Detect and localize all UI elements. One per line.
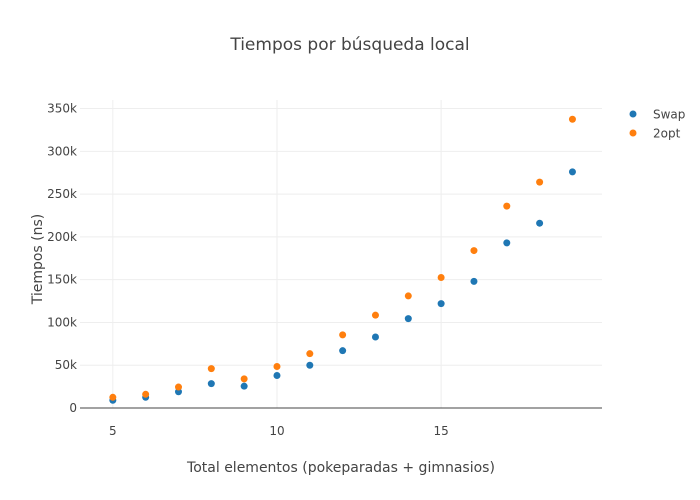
- data-point-2opt[interactable]: [503, 202, 511, 210]
- data-point-swap[interactable]: [339, 347, 347, 355]
- data-point-swap[interactable]: [536, 219, 544, 227]
- data-point-swap[interactable]: [207, 380, 215, 388]
- y-tick-label: 250k: [47, 187, 77, 201]
- data-point-swap[interactable]: [240, 382, 248, 390]
- legend-marker-2opt: [629, 129, 637, 137]
- data-point-2opt[interactable]: [306, 350, 314, 358]
- y-tick-label: 100k: [47, 315, 77, 329]
- x-tick-label: 5: [109, 424, 117, 438]
- data-points: [109, 115, 576, 404]
- data-point-swap[interactable]: [437, 300, 445, 308]
- data-point-swap[interactable]: [371, 333, 379, 341]
- data-point-2opt[interactable]: [404, 292, 412, 300]
- y-tick-label: 350k: [47, 102, 77, 116]
- data-point-2opt[interactable]: [339, 331, 347, 339]
- data-point-2opt[interactable]: [273, 363, 281, 371]
- data-point-2opt[interactable]: [536, 178, 544, 186]
- y-tick-label: 200k: [47, 230, 77, 244]
- data-point-2opt[interactable]: [142, 390, 150, 398]
- legend-marker-swap: [629, 110, 637, 118]
- legend-label-2opt: 2opt: [653, 127, 681, 141]
- data-point-2opt[interactable]: [207, 365, 215, 373]
- legend-item-swap[interactable]: Swap: [629, 108, 686, 122]
- data-point-2opt[interactable]: [109, 393, 117, 401]
- data-point-2opt[interactable]: [568, 115, 576, 123]
- x-axis-ticks: 5 10 15: [109, 424, 449, 438]
- x-axis-title: Total elementos (pokeparadas + gimnasios…: [186, 460, 495, 476]
- legend-label-swap: Swap: [653, 108, 685, 122]
- data-point-swap[interactable]: [470, 277, 478, 285]
- series-2opt: [109, 115, 576, 401]
- x-tick-label: 15: [433, 424, 448, 438]
- x-tick-label: 10: [269, 424, 284, 438]
- data-point-2opt[interactable]: [174, 383, 182, 391]
- data-point-swap[interactable]: [404, 315, 412, 323]
- y-tick-label: 0: [69, 401, 77, 415]
- chart-title: Tiempos por búsqueda local: [229, 35, 469, 55]
- legend-item-2opt[interactable]: 2opt: [629, 127, 681, 141]
- legend: Swap 2opt: [629, 108, 686, 141]
- y-tick-label: 300k: [47, 144, 77, 158]
- data-point-swap[interactable]: [306, 361, 314, 369]
- data-point-2opt[interactable]: [371, 311, 379, 319]
- data-point-swap[interactable]: [273, 371, 281, 379]
- y-tick-label: 150k: [47, 273, 77, 287]
- grid: [80, 100, 602, 409]
- data-point-2opt[interactable]: [437, 274, 445, 282]
- y-tick-label: 50k: [55, 358, 77, 372]
- data-point-swap[interactable]: [568, 168, 576, 176]
- data-point-2opt[interactable]: [470, 247, 478, 255]
- data-point-swap[interactable]: [503, 239, 511, 247]
- y-axis-ticks: 0 50k 100k 150k 200k 250k 300k 350k: [47, 102, 77, 415]
- y-axis-title: Tiempos (ns): [30, 214, 46, 306]
- data-point-2opt[interactable]: [240, 375, 248, 383]
